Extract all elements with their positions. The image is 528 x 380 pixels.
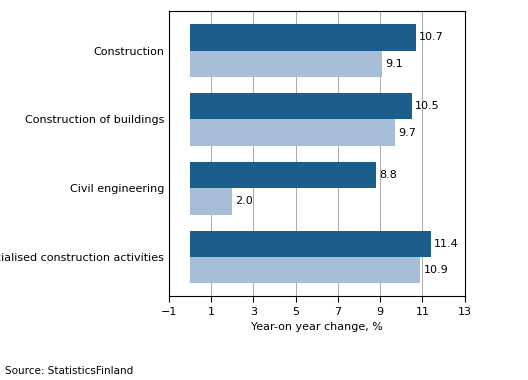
Bar xyxy=(190,93,412,119)
Text: 11.4: 11.4 xyxy=(434,239,459,249)
Bar xyxy=(190,162,376,188)
Bar xyxy=(190,51,382,77)
Text: Source: StatisticsFinland: Source: StatisticsFinland xyxy=(5,366,134,376)
Bar xyxy=(190,231,431,257)
Text: 10.5: 10.5 xyxy=(415,101,440,111)
Bar xyxy=(190,119,395,146)
Text: 10.9: 10.9 xyxy=(423,265,448,276)
Text: 9.7: 9.7 xyxy=(398,128,416,138)
Text: 8.8: 8.8 xyxy=(379,170,397,180)
Text: 2.0: 2.0 xyxy=(235,196,253,206)
Bar xyxy=(190,188,232,215)
Bar xyxy=(190,257,420,283)
X-axis label: Year-on year change, %: Year-on year change, % xyxy=(251,322,383,332)
Text: 9.1: 9.1 xyxy=(385,59,403,69)
Text: 10.7: 10.7 xyxy=(419,32,444,43)
Bar xyxy=(190,24,416,51)
